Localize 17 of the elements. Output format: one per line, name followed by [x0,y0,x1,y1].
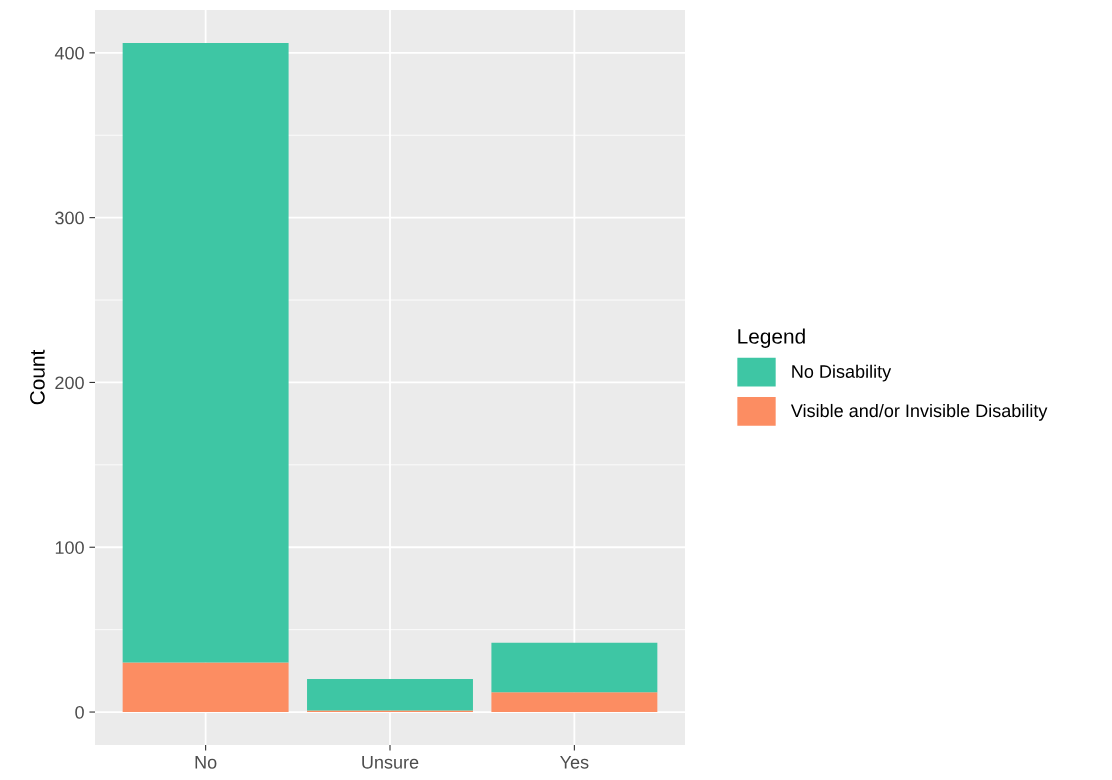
legend-label: Visible and/or Invisible Disability [790,403,1048,421]
bar [491,692,658,713]
x-tick-label: No [195,756,217,769]
y-tick-label: 400 [54,46,84,60]
legend-label: No Disability [792,364,892,382]
y-axis-title: Count [30,349,45,405]
bar [122,42,289,663]
legend-title: Legend [738,328,805,348]
x-tick-label: Yes [560,756,589,769]
bar [491,642,658,693]
x-tick-label: Unsure [362,756,419,769]
bar [122,662,289,713]
y-tick-label: 100 [55,541,84,554]
y-tick-label: 300 [55,211,84,225]
y-tick-label: 200 [55,376,84,390]
y-tick-label: 0 [75,705,84,719]
bar [307,679,473,711]
